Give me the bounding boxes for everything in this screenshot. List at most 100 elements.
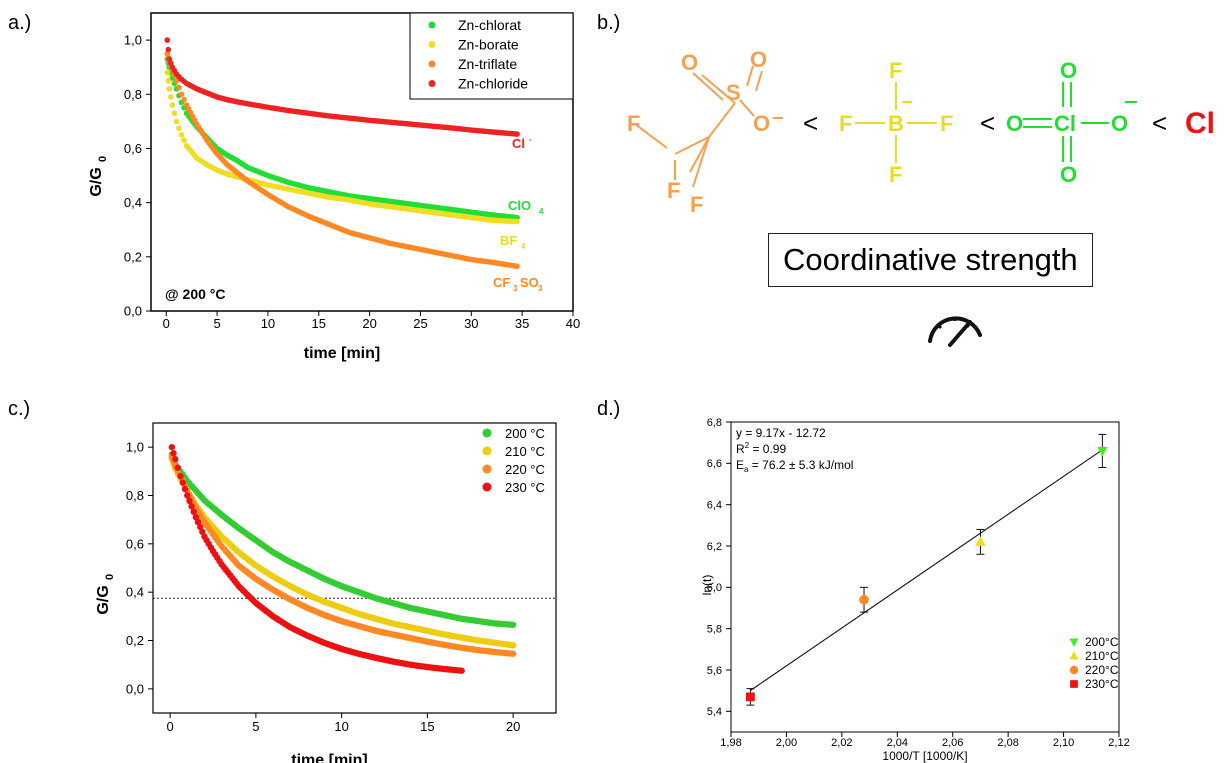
series-1-point — [181, 137, 187, 144]
series-1-point — [165, 77, 172, 84]
y-tick-label: 0,0 — [126, 681, 144, 696]
x-tick-label: 1,98 — [720, 737, 741, 749]
perchlorate-atom-o-right: O — [1111, 111, 1128, 136]
legend-label: 200°C — [1085, 635, 1119, 649]
y-axis-label-subscript: 0 — [104, 574, 116, 580]
plot-frame — [150, 12, 574, 312]
end-label-sub: 3 — [513, 284, 518, 293]
legend-label: Zn-triflate — [458, 56, 517, 72]
perchlorate-atom-o-bottom: O — [1060, 162, 1077, 187]
legend-marker — [482, 482, 492, 492]
y-axis-label: G/G — [88, 167, 105, 196]
legend-label: Zn-borate — [458, 37, 519, 53]
perchlorate-atom-o-left: O — [1006, 111, 1023, 136]
y-tick-label: 6,4 — [707, 500, 722, 512]
r-squared-exponent: 2 — [745, 441, 750, 450]
x-tick-label: 25 — [413, 316, 427, 331]
y-tick-label: 0,0 — [124, 304, 142, 319]
perchlorate-structure: O O Cl O O — [1006, 58, 1137, 187]
y-tick-label: 6,8 — [707, 417, 722, 429]
x-tick-label: 2,04 — [887, 737, 908, 749]
ordering-symbol-3: < — [1152, 108, 1167, 138]
series-1-point — [168, 94, 174, 100]
series-3-point — [184, 492, 191, 499]
data-point-0 — [1097, 446, 1108, 457]
x-axis-label: time [min] — [291, 752, 367, 763]
y-axis-label: ln(t) — [700, 575, 714, 596]
series-1-point — [178, 132, 185, 138]
series-3-point — [196, 523, 204, 531]
series-3-point — [181, 485, 189, 493]
series-2-point — [178, 91, 185, 98]
end-label-triflate-2: SO — [520, 275, 539, 290]
end-label-triflate-1: CF — [493, 275, 510, 290]
anion-scheme: O O S O F F F < F F B F F < O O Cl O O — [627, 47, 1215, 217]
y-tick-label: 5,8 — [707, 624, 722, 636]
series-3-point — [164, 37, 171, 43]
series-3-point — [170, 450, 177, 457]
r-squared-value: = 0.99 — [749, 442, 786, 456]
fit-line — [750, 449, 1103, 691]
triflate-atom-f2: F — [667, 178, 680, 203]
series-2-point — [509, 650, 517, 657]
legend-label: 210°C — [1085, 649, 1119, 663]
legend-label: 220 °C — [505, 462, 545, 477]
triflate-atom-s: S — [726, 80, 741, 105]
y-tick-label: 6,6 — [707, 458, 722, 470]
series-3-point — [188, 503, 195, 510]
legend-label: Zn-chlorat — [458, 17, 521, 33]
y-tick-label: 0,6 — [126, 536, 144, 551]
x-tick-label: 15 — [420, 719, 434, 734]
y-tick-label: 6,2 — [707, 541, 722, 553]
x-tick-label: 15 — [312, 316, 326, 331]
y-tick-label: 5,4 — [707, 706, 722, 718]
series-1-point — [166, 86, 173, 92]
triflate-atom-o2: O — [750, 47, 767, 72]
borate-atom-f-bottom: F — [889, 162, 902, 187]
y-tick-label: 5,6 — [707, 665, 722, 677]
series-2-point — [173, 77, 180, 84]
activation-energy-subscript: a — [744, 465, 749, 474]
chart-c: 0 5 10 15 20 0,0 0,2 0,4 0,6 0,8 1,0 time [min] G/G 0… — [95, 422, 557, 763]
series-3-point — [179, 479, 186, 486]
y-tick-label: 0,4 — [126, 585, 144, 600]
x-tick-label: 2,08 — [997, 737, 1018, 749]
end-label-perchlorate: ClO — [508, 198, 531, 213]
triflate-atom-f3: F — [690, 192, 703, 217]
triflate-atom-f1: F — [627, 111, 640, 136]
series-3-point — [192, 514, 200, 521]
r-squared-letter: R — [736, 442, 745, 456]
x-axis-label: time [min] — [304, 345, 380, 362]
series-3-point — [177, 472, 184, 480]
x-tick-label: 30 — [464, 316, 478, 331]
x-tick-label: 5 — [213, 316, 220, 331]
chart-d: 1,98 2,00 2,02 2,04 2,06 2,08 2,10 2,12 5,4 5,6 5,… — [700, 417, 1130, 763]
tetrafluoroborate-structure: F F B F F — [839, 58, 953, 187]
fit-equation: y = 9.17x - 12.72 — [736, 426, 826, 440]
ordering-symbol-1: < — [803, 108, 818, 138]
series-1-point — [509, 642, 517, 649]
series-3-point — [186, 497, 193, 505]
y-axis-label: G/G — [95, 585, 112, 614]
end-label-borate: BF — [500, 233, 517, 248]
legend-label: 220°C — [1085, 663, 1119, 677]
legend-box — [409, 12, 574, 100]
data-point-1 — [975, 536, 986, 546]
series-1-point — [173, 118, 180, 125]
legend-label: Zn-chloride — [458, 76, 528, 92]
legend-label: 230°C — [1085, 677, 1119, 691]
chloride-atom: Cl — [1185, 107, 1215, 140]
y-tick-label: 6,0 — [707, 582, 722, 594]
series-3-point — [168, 443, 176, 451]
legend-marker — [428, 41, 436, 48]
y-tick-label: 1,0 — [126, 440, 144, 455]
x-tick-label: 20 — [506, 719, 520, 734]
series-1-point — [176, 125, 182, 131]
legend-marker — [428, 80, 436, 87]
borate-atom-f-right: F — [940, 111, 953, 136]
x-tick-label: 2,10 — [1053, 737, 1074, 749]
temperature-annotation: @ 200 °C — [165, 286, 226, 302]
legend-marker — [428, 60, 436, 68]
end-label-charge: - — [529, 135, 532, 144]
